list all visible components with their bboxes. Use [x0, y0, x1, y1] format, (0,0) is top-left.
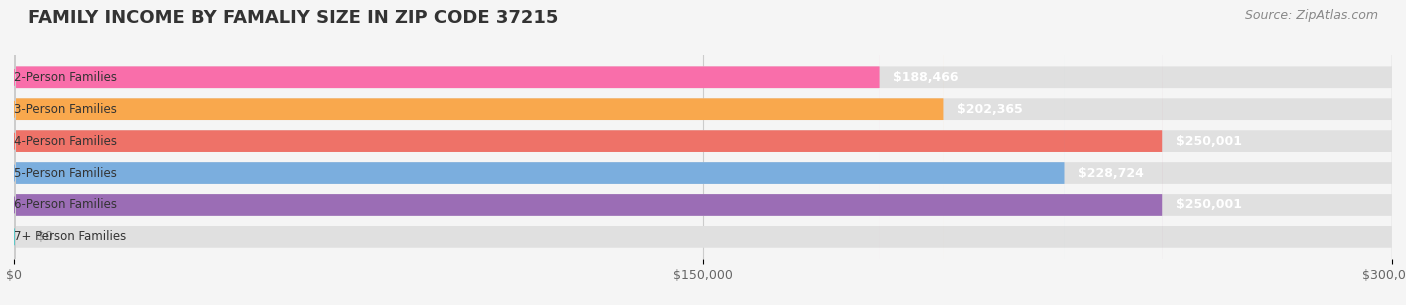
Text: $250,001: $250,001 — [1175, 199, 1241, 211]
FancyBboxPatch shape — [14, 0, 1064, 305]
FancyBboxPatch shape — [14, 0, 943, 305]
Text: $228,724: $228,724 — [1078, 167, 1144, 180]
Text: $0: $0 — [37, 230, 53, 243]
Text: 6-Person Families: 6-Person Families — [14, 199, 117, 211]
FancyBboxPatch shape — [14, 0, 1392, 305]
Text: 5-Person Families: 5-Person Families — [14, 167, 117, 180]
FancyBboxPatch shape — [14, 0, 1392, 305]
Text: 2-Person Families: 2-Person Families — [14, 71, 117, 84]
FancyBboxPatch shape — [14, 0, 1392, 305]
Text: FAMILY INCOME BY FAMALIY SIZE IN ZIP CODE 37215: FAMILY INCOME BY FAMALIY SIZE IN ZIP COD… — [28, 9, 558, 27]
Text: 4-Person Families: 4-Person Families — [14, 135, 117, 148]
Text: 7+ Person Families: 7+ Person Families — [14, 230, 127, 243]
FancyBboxPatch shape — [14, 0, 1163, 305]
Text: 3-Person Families: 3-Person Families — [14, 103, 117, 116]
FancyBboxPatch shape — [14, 0, 1163, 305]
Text: $250,001: $250,001 — [1175, 135, 1241, 148]
FancyBboxPatch shape — [14, 0, 1392, 305]
Text: $202,365: $202,365 — [957, 103, 1024, 116]
FancyBboxPatch shape — [14, 0, 1392, 305]
Text: $188,466: $188,466 — [893, 71, 959, 84]
Text: Source: ZipAtlas.com: Source: ZipAtlas.com — [1244, 9, 1378, 22]
FancyBboxPatch shape — [14, 0, 880, 305]
FancyBboxPatch shape — [14, 0, 1392, 305]
